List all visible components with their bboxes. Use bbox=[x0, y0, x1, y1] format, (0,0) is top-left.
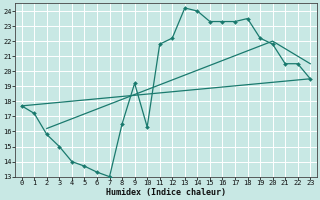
X-axis label: Humidex (Indice chaleur): Humidex (Indice chaleur) bbox=[106, 188, 226, 197]
